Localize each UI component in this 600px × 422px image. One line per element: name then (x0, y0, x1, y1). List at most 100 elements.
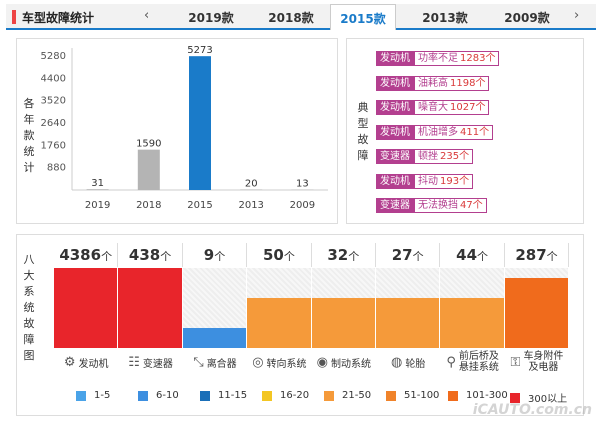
fault-category-tag: 发动机 (376, 75, 414, 91)
clutch-icon: ⤡ (193, 354, 204, 370)
prev-arrow-icon[interactable]: ‹ (144, 8, 150, 23)
bar-value-label: 5273 (187, 45, 212, 56)
fault-category-tag: 发动机 (376, 173, 414, 189)
bar-2019[interactable] (86, 189, 109, 190)
system-count: 50个 (247, 243, 312, 267)
system-count-unit: 个 (214, 250, 226, 263)
fault-description: 无法换挡 47个 (414, 198, 487, 213)
legend-item: 51-100 (386, 390, 439, 401)
fault-item[interactable]: 发动机 功率不足 1283个 (376, 51, 500, 66)
legend-label: 11-15 (218, 390, 248, 401)
year-chart-panel (16, 38, 338, 224)
fault-description: 功率不足 1283个 (414, 51, 500, 66)
system-count-value: 9 (203, 246, 215, 264)
legend-swatch (324, 390, 334, 401)
legend-item: 1-5 (76, 390, 110, 401)
system-label[interactable]: ◎ 转向系统 (247, 350, 311, 374)
title-group: 车型故障统计 (6, 4, 94, 30)
system-count: 9个 (183, 243, 248, 267)
system-bar-area (182, 268, 247, 348)
system-label[interactable]: ☷ 变速器 (118, 350, 182, 374)
system-bar-6[interactable] (440, 298, 504, 348)
fault-item[interactable]: 变速器 无法换挡 47个 (376, 198, 487, 213)
fault-count: 411个 (460, 126, 490, 138)
year-bar-chart: 880 1760 2640 3520 4400 5280 31 2019 1590 2018 527… (41, 45, 328, 211)
system-label[interactable]: ⚙ 发动机 (54, 350, 118, 374)
y-tick-label: 1760 (41, 140, 66, 151)
fault-item[interactable]: 发动机 抖动 193个 (376, 173, 474, 189)
fault-desc-text: 顿挫 (418, 151, 438, 162)
y-tick-label: 4400 (41, 73, 66, 84)
legend-label: 1-5 (94, 390, 111, 401)
legend-label: 51-100 (404, 390, 440, 401)
body-electric-icon: ⚿ (510, 354, 521, 370)
bar-2013[interactable] (240, 189, 263, 190)
system-count: 287个 (505, 243, 570, 267)
fault-item[interactable]: 发动机 机油增多 411个 (376, 124, 494, 140)
system-bar-7[interactable] (504, 278, 569, 348)
x-tick-label: 2009 (290, 200, 315, 211)
system-bar-area (54, 268, 118, 348)
legend-item: 300以上 (510, 390, 567, 405)
fault-category-tag: 发动机 (376, 124, 414, 140)
tab-2013[interactable]: 2013款 (422, 11, 468, 25)
system-bar-0[interactable] (54, 268, 118, 348)
system-label-text: 前后桥及 悬挂系统 (458, 351, 499, 373)
system-count-unit: 个 (546, 250, 558, 263)
legend-swatch (262, 390, 272, 401)
system-label[interactable]: ◉ 制动系统 (312, 350, 376, 374)
tab-2019[interactable]: 2019款 (188, 11, 234, 25)
system-count-unit: 个 (348, 250, 360, 263)
legend-swatch (76, 390, 86, 401)
tab-2015[interactable]: 2015款 (330, 4, 396, 30)
system-label[interactable]: ◍ 轮胎 (376, 350, 440, 374)
system-label[interactable]: ⤡ 离合器 (183, 350, 247, 374)
system-label-text: 制动系统 (330, 358, 371, 370)
legend-label: 21-50 (342, 390, 372, 401)
system-label-text: 车身附件 及电器 (523, 351, 564, 373)
fault-desc-text: 噪音大 (418, 102, 448, 113)
fault-item[interactable]: 发动机 油耗高 1198个 (376, 75, 490, 91)
system-bar-3[interactable] (247, 298, 311, 348)
fault-category-tag: 发动机 (376, 51, 414, 66)
typical-faults-title: 典型故障 (357, 101, 369, 162)
systems-title: 八大系统故障图 (23, 253, 35, 362)
fault-count: 1027个 (450, 102, 486, 113)
fault-description: 抖动 193个 (414, 173, 474, 189)
tire-icon: ◍ (391, 354, 403, 370)
next-arrow-icon[interactable]: › (574, 8, 580, 23)
chart-ylabel: 各年款统计 (23, 97, 35, 174)
bar-2018[interactable] (137, 149, 160, 190)
legend-swatch (386, 390, 396, 401)
legend-swatch (200, 390, 210, 401)
system-bar-1[interactable] (118, 268, 182, 348)
y-tick-label: 2640 (41, 118, 66, 129)
legend-swatch (138, 390, 148, 401)
y-tick-label: 880 (47, 163, 66, 174)
tab-2018[interactable]: 2018款 (268, 11, 314, 25)
system-bar-2[interactable] (182, 328, 247, 348)
system-bar-area (311, 268, 375, 348)
bar-value-label: 13 (296, 179, 309, 190)
system-bar-area (376, 268, 440, 348)
system-count: 32个 (312, 243, 376, 267)
fault-count: 1283个 (460, 53, 496, 64)
legend-label: 16-20 (280, 390, 310, 401)
system-label[interactable]: ⚿ 车身附件 及电器 (505, 350, 569, 374)
fault-count: 47个 (460, 200, 483, 211)
system-bar-5[interactable] (376, 298, 440, 348)
system-label[interactable]: ⚲ 前后桥及 悬挂系统 (440, 350, 504, 374)
fault-item[interactable]: 变速器 顿挫 235个 (376, 149, 474, 164)
fault-count: 1198个 (450, 77, 486, 89)
legend-item: 6-10 (138, 390, 179, 401)
fault-desc-text: 抖动 (418, 175, 438, 187)
legend-label: 101-300 (466, 390, 508, 401)
system-bar-4[interactable] (311, 298, 375, 348)
tab-2009[interactable]: 2009款 (504, 11, 550, 25)
fault-desc-text: 无法换挡 (418, 200, 458, 211)
bar-2015[interactable] (189, 56, 211, 191)
fault-item[interactable]: 发动机 噪音大 1027个 (376, 100, 490, 115)
fault-desc-text: 机油增多 (418, 126, 458, 138)
x-tick-label: 2013 (238, 200, 263, 211)
system-count-unit: 个 (283, 250, 295, 263)
